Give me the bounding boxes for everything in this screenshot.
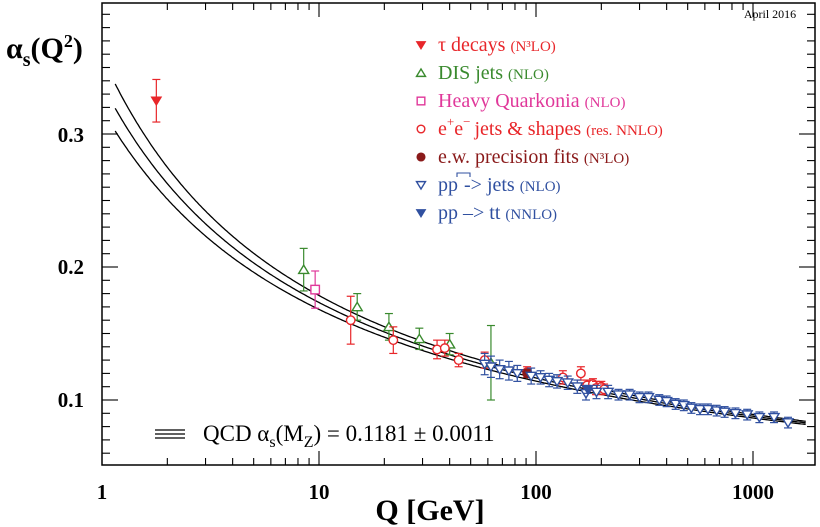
x-tick-label: 10: [309, 480, 330, 504]
data-point: [660, 396, 673, 408]
data-point: [701, 404, 715, 416]
legend: τ decays (N³LO) DIS jets (NLO) Heavy Quark…: [415, 34, 663, 224]
x-axis-title: Q [GeV]: [375, 494, 484, 527]
data-point: [350, 301, 364, 312]
data-point: [550, 376, 564, 388]
y-axis-title: αs(Q2): [6, 31, 83, 71]
legend-entry-ew: e.w. precision fits (N³LO): [438, 146, 629, 168]
data-point: [524, 371, 538, 382]
data-point: [432, 344, 443, 355]
data-point: [581, 385, 594, 395]
data-point: [453, 355, 464, 366]
legend-markers: [415, 41, 427, 219]
legend-marker-icon: [415, 41, 427, 51]
date-note: April 2016: [744, 7, 796, 21]
legend-marker-icon: [415, 67, 427, 78]
axis-ticks: [102, 3, 815, 465]
data-point: [623, 390, 636, 401]
legend-entry-ee: e+e− jets & shapes (res. NNLO): [438, 114, 663, 140]
data-point: [601, 387, 615, 398]
legend-entry-dis: DIS jets (NLO): [438, 62, 549, 84]
data-point: [633, 392, 646, 404]
data-point: [297, 263, 310, 275]
data-point: [150, 96, 163, 107]
qcd-band-label: QCD αs(MZ) = 0.1181 ± 0.0011: [203, 421, 495, 451]
data-point: [612, 390, 625, 401]
data-points: [150, 78, 795, 429]
legend-marker-icon: [416, 152, 426, 162]
legend-entry-tau: τ decays (N³LO): [438, 34, 556, 56]
data-point: [710, 406, 723, 417]
y-tick-label: 0.1: [58, 388, 84, 412]
data-point: [493, 364, 506, 376]
data-point: [669, 399, 682, 410]
x-tick-label: 1000: [732, 480, 774, 504]
ppbar-arrow-overline: [456, 172, 471, 177]
data-point: [642, 392, 655, 404]
qcd-band-legend: QCD αs(MZ) = 0.1181 ± 0.0011: [155, 421, 495, 451]
qcd-band-curve: [114, 130, 806, 426]
y-tick-label: 0.2: [58, 255, 84, 279]
data-point: [439, 343, 450, 354]
data-point: [693, 404, 707, 416]
plot-frame: [101, 2, 816, 466]
data-point: [685, 403, 698, 414]
x-tick-label: 100: [520, 480, 552, 504]
data-point: [511, 368, 524, 380]
legend-entry-ppbar: pp -> jets (NLO): [438, 174, 561, 196]
x-tick-label: 1: [97, 480, 108, 504]
data-point: [753, 412, 766, 424]
data-point: [561, 378, 574, 389]
data-point: [729, 408, 742, 420]
data-point: [590, 387, 603, 398]
band-swatch-icon: [155, 429, 185, 439]
y-tick-label: 0.3: [58, 123, 84, 147]
data-point: [388, 335, 399, 346]
data-point: [767, 412, 781, 424]
legend-marker-icon: [415, 180, 427, 191]
data-point: [345, 315, 356, 326]
legend-marker-icon: [416, 96, 426, 106]
data-point: [718, 407, 731, 418]
data-point: [740, 410, 754, 421]
legend-marker-icon: [415, 209, 427, 219]
data-point: [413, 332, 426, 344]
data-point: [484, 362, 498, 373]
data-point: [310, 284, 321, 295]
data-point: [781, 418, 795, 429]
legend-entry-pptt: pp –> tt (NNLO): [438, 202, 557, 224]
data-point: [571, 382, 584, 393]
legend-entry-quarkonia: Heavy Quarkonia (NLO): [438, 90, 625, 112]
data-point: [575, 368, 586, 379]
legend-marker-icon: [416, 124, 426, 134]
